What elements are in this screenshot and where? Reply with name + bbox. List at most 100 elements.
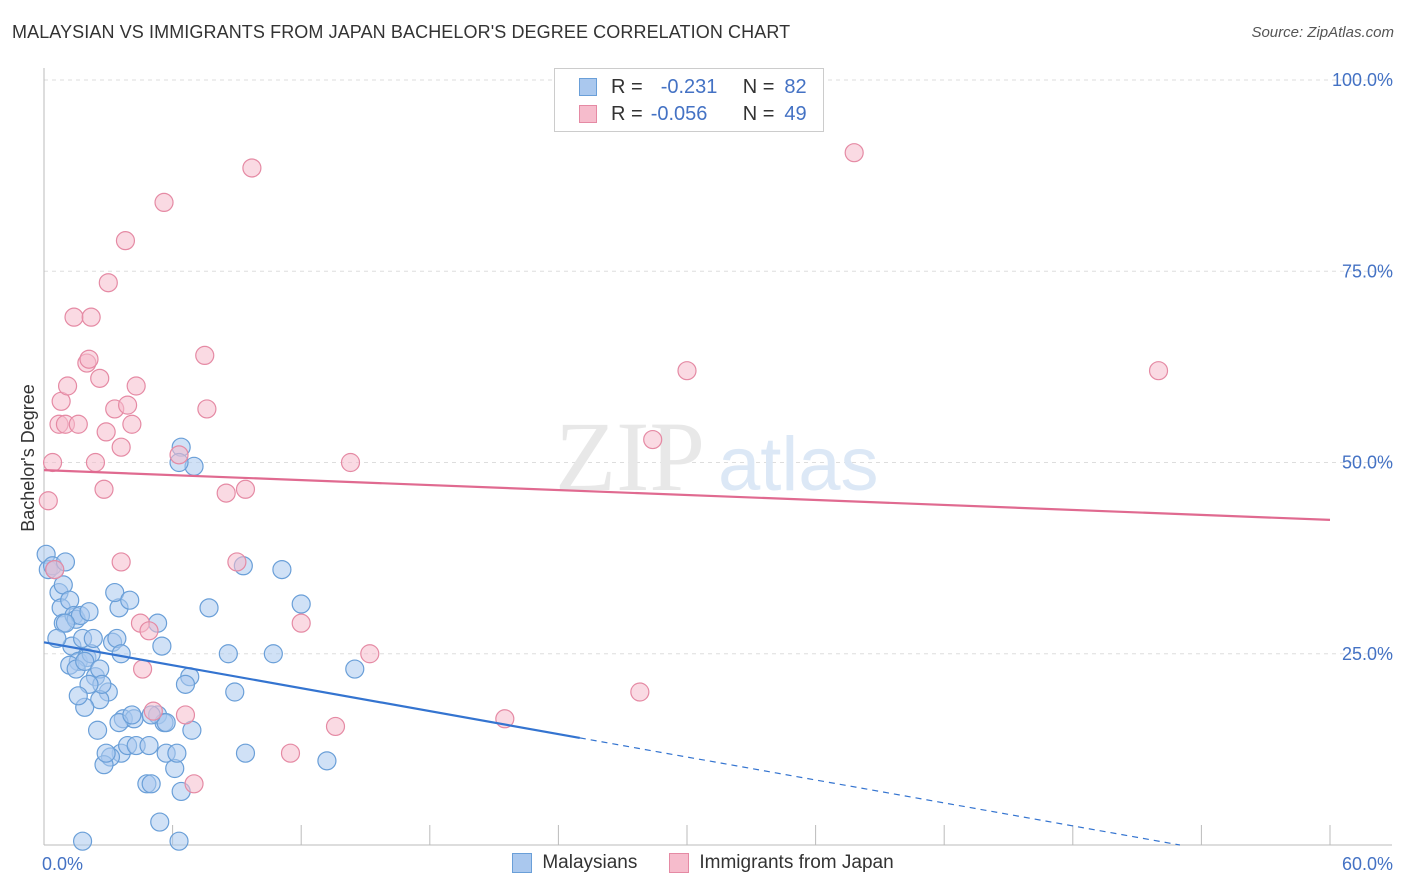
data-point bbox=[169, 831, 189, 851]
data-point bbox=[216, 483, 236, 503]
data-point bbox=[152, 636, 172, 656]
data-point bbox=[139, 621, 159, 641]
data-point bbox=[126, 376, 146, 396]
data-point bbox=[111, 437, 131, 457]
data-point bbox=[235, 743, 256, 763]
series-japan bbox=[38, 143, 1169, 794]
legend-r-value: -0.056 bbox=[650, 102, 708, 125]
data-point bbox=[167, 743, 187, 763]
data-point bbox=[42, 452, 63, 473]
data-point bbox=[122, 705, 142, 725]
watermark: ZIP atlas bbox=[555, 401, 879, 512]
x-tick-label: 60.0% bbox=[1342, 854, 1393, 874]
legend-n-value: 49 bbox=[784, 102, 807, 125]
data-point bbox=[117, 395, 138, 415]
data-point bbox=[141, 774, 161, 794]
series-legend: Malaysians Immigrants from Japan bbox=[0, 852, 1406, 874]
data-point bbox=[139, 735, 159, 756]
data-point bbox=[111, 552, 131, 572]
data-point bbox=[844, 143, 864, 163]
series-label-malaysians: Malaysians bbox=[542, 852, 638, 873]
data-point bbox=[317, 751, 337, 771]
data-point bbox=[242, 158, 262, 178]
data-point bbox=[227, 552, 247, 572]
data-point bbox=[57, 376, 78, 396]
data-point bbox=[263, 644, 283, 664]
legend-n-value: 82 bbox=[784, 75, 807, 98]
data-point bbox=[68, 414, 88, 434]
data-point bbox=[94, 479, 114, 499]
data-point bbox=[105, 582, 125, 603]
chart-title: MALAYSIAN VS IMMIGRANTS FROM JAPAN BACHE… bbox=[12, 22, 791, 42]
tick-labels: 25.0% 50.0% 75.0% 100.0% 0.0% 60.0% bbox=[42, 70, 1393, 874]
data-point bbox=[175, 705, 196, 725]
data-point bbox=[197, 399, 217, 419]
data-point bbox=[96, 743, 116, 763]
data-point bbox=[120, 590, 140, 610]
legend-n-label: N = bbox=[742, 75, 775, 98]
data-point bbox=[677, 361, 697, 381]
data-point bbox=[55, 613, 76, 633]
data-point bbox=[291, 613, 311, 633]
data-points bbox=[36, 143, 1169, 851]
y-axis-label: Bachelor's Degree bbox=[18, 384, 38, 532]
data-point bbox=[154, 192, 174, 212]
watermark-atlas: atlas bbox=[718, 422, 879, 507]
data-point bbox=[340, 452, 361, 473]
data-point bbox=[45, 559, 65, 580]
data-point bbox=[143, 701, 163, 721]
data-point bbox=[184, 774, 204, 794]
trend-line-japan bbox=[43, 469, 1331, 521]
trend-lines bbox=[43, 469, 1331, 846]
trend-line-malaysians bbox=[43, 641, 581, 739]
data-point bbox=[345, 659, 365, 679]
data-point bbox=[132, 659, 153, 679]
data-point bbox=[64, 307, 84, 327]
data-point bbox=[96, 422, 116, 442]
data-point bbox=[291, 594, 311, 614]
data-point bbox=[272, 559, 292, 580]
data-point bbox=[195, 345, 215, 365]
data-point bbox=[175, 674, 196, 694]
y-tick-label: 100.0% bbox=[1332, 70, 1393, 90]
series-legend-japan[interactable]: Immigrants from Japan bbox=[669, 852, 894, 874]
data-point bbox=[87, 720, 108, 740]
data-point bbox=[1148, 361, 1169, 381]
data-point bbox=[75, 651, 95, 672]
data-point bbox=[122, 414, 142, 434]
y-tick-label: 25.0% bbox=[1342, 644, 1393, 664]
data-point bbox=[68, 686, 88, 706]
trend-line-extension bbox=[579, 737, 1181, 846]
data-point bbox=[199, 598, 219, 618]
legend-row-japan: R = -0.056 N = 49 bbox=[579, 102, 807, 126]
correlation-legend: R = -0.231 N = 82 R = -0.056 N = 49 bbox=[554, 68, 824, 132]
data-point bbox=[81, 307, 101, 327]
y-tick-label: 75.0% bbox=[1342, 261, 1393, 281]
source-credit: Source: ZipAtlas.com bbox=[1251, 24, 1394, 41]
x-tick-label: 0.0% bbox=[42, 854, 83, 874]
legend-n-label: N = bbox=[742, 102, 775, 125]
data-point bbox=[643, 429, 663, 450]
data-point bbox=[156, 712, 176, 733]
series-swatch-malaysians bbox=[512, 853, 533, 873]
data-point bbox=[79, 602, 99, 622]
data-point bbox=[325, 716, 346, 737]
data-point bbox=[98, 273, 118, 293]
legend-r-label: R = bbox=[611, 75, 643, 98]
series-legend-malaysians[interactable]: Malaysians bbox=[512, 852, 637, 874]
data-point bbox=[85, 452, 106, 473]
legend-swatch-malaysians bbox=[579, 78, 597, 96]
data-point bbox=[83, 628, 103, 649]
data-point bbox=[111, 644, 131, 664]
legend-r-value: -0.231 bbox=[660, 75, 718, 98]
data-point bbox=[280, 743, 301, 763]
legend-swatch-japan bbox=[579, 105, 597, 123]
data-point bbox=[235, 479, 256, 499]
data-point bbox=[630, 682, 650, 702]
data-point bbox=[90, 368, 110, 388]
legend-row-malaysians: R = -0.231 N = 82 bbox=[579, 75, 807, 99]
data-point bbox=[169, 445, 189, 465]
data-point bbox=[225, 682, 245, 702]
